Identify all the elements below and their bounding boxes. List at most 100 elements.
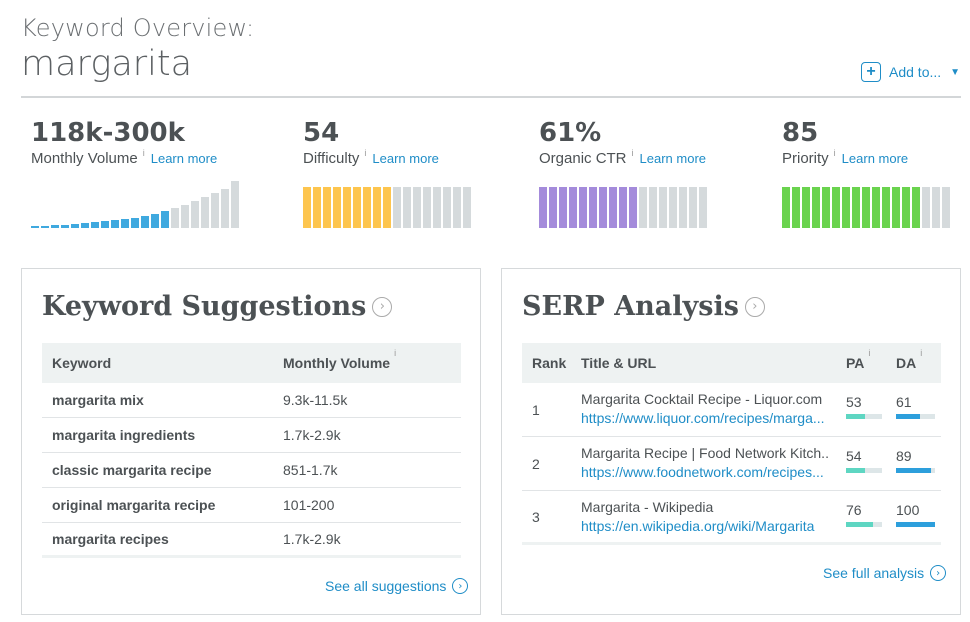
suggestion-row[interactable]: margarita ingredients 1.7k-2.9k <box>42 418 461 453</box>
serp-result-url[interactable]: https://www.foodnetwork.com/recipes... <box>581 464 824 480</box>
meter-segment <box>822 187 830 228</box>
meter-segment <box>782 187 790 228</box>
see-all-suggestions-link[interactable]: See all suggestions › <box>325 578 469 594</box>
meter-segment <box>589 187 597 228</box>
pa-bar-fill <box>846 522 874 527</box>
add-to-label: Add to... <box>889 64 942 80</box>
volume-bar <box>221 189 229 228</box>
da-bar-fill <box>896 522 935 527</box>
col-title-url[interactable]: Title & URL <box>581 355 657 371</box>
meter-segment <box>832 187 840 228</box>
da-bar <box>896 468 935 473</box>
meter-segment <box>373 187 381 228</box>
pa-cell: 53 <box>846 394 882 419</box>
meter-segment <box>569 187 577 228</box>
volume-bar <box>121 219 129 228</box>
serp-rank: 3 <box>532 508 540 525</box>
volume-bar <box>51 225 59 228</box>
col-da[interactable]: DA i <box>896 348 922 371</box>
meter-segment <box>792 187 800 228</box>
suggestion-keyword[interactable]: classic margarita recipe <box>52 462 212 478</box>
meter-segment <box>353 187 361 228</box>
serp-row: 1 Margarita Cocktail Recipe - Liquor.com h… <box>522 383 941 437</box>
learn-more-link[interactable]: Learn more <box>372 151 439 166</box>
metric-value: 61% <box>539 118 602 148</box>
serp-result-url[interactable]: https://en.wikipedia.org/wiki/Margarita <box>581 518 815 534</box>
metric-label: Organic CTR <box>539 150 627 167</box>
suggestion-row[interactable]: margarita mix 9.3k-11.5k <box>42 383 461 418</box>
da-bar <box>896 522 935 527</box>
metric-label: Difficulty <box>303 150 360 167</box>
see-full-label: See full analysis <box>823 565 925 581</box>
chevron-right-icon[interactable]: › <box>744 296 765 317</box>
da-bar-fill <box>896 414 920 419</box>
card-title: Keyword Suggestions › <box>42 291 393 322</box>
col-pa-label: PA <box>846 355 865 371</box>
meter-segment <box>609 187 617 228</box>
serp-result-url[interactable]: https://www.liquor.com/recipes/marga... <box>581 410 825 426</box>
suggestion-volume: 851-1.7k <box>283 462 338 478</box>
serp-result-title[interactable]: Margarita - Wikipedia <box>581 499 714 515</box>
see-full-analysis-link[interactable]: See full analysis › <box>823 565 947 581</box>
info-icon[interactable]: i <box>394 348 397 358</box>
serp-result-title[interactable]: Margarita Cocktail Recipe - Liquor.com <box>581 391 823 407</box>
suggestion-keyword[interactable]: margarita recipes <box>52 531 169 547</box>
meter-segment <box>892 187 900 228</box>
col-keyword[interactable]: Keyword <box>52 355 112 371</box>
suggestion-keyword[interactable]: original margarita recipe <box>52 497 216 513</box>
suggestion-volume: 101-200 <box>283 497 335 513</box>
info-icon[interactable]: i <box>920 348 923 358</box>
volume-bar <box>131 218 139 228</box>
suggestion-row[interactable]: classic margarita recipe 851-1.7k <box>42 453 461 488</box>
col-pa[interactable]: PA i <box>846 348 870 371</box>
col-da-label: DA <box>896 355 917 371</box>
header-divider <box>21 96 961 98</box>
da-bar-fill <box>896 468 931 473</box>
page-subtitle: Keyword Overview: <box>21 14 255 42</box>
meter-segment <box>363 187 371 228</box>
suggestion-keyword[interactable]: margarita mix <box>52 392 144 408</box>
meter-segment <box>872 187 880 228</box>
learn-more-link[interactable]: Learn more <box>150 151 218 166</box>
da-cell: 100 <box>896 502 935 527</box>
suggestion-row[interactable]: margarita recipes 1.7k-2.9k <box>42 523 461 558</box>
da-bar <box>896 414 935 419</box>
volume-bar <box>71 224 79 228</box>
info-icon[interactable]: i <box>868 348 871 358</box>
volume-bar <box>61 225 69 228</box>
learn-more-link[interactable]: Learn more <box>639 151 707 166</box>
meter-segment <box>323 187 331 228</box>
metric-label: Monthly Volume <box>31 150 138 167</box>
meter-segment <box>699 187 707 228</box>
serp-analysis-card: SERP Analysis › Rank Title & URL PA i DA… <box>501 268 961 615</box>
metric-monthly-volume: 118k-300k Monthly Volume i Learn more <box>31 118 217 167</box>
info-icon[interactable]: i <box>833 148 836 158</box>
col-monthly-volume[interactable]: Monthly Volume i <box>283 348 396 371</box>
volume-bar <box>101 221 109 228</box>
volume-bar <box>211 193 219 228</box>
meter-segment <box>423 187 431 228</box>
serp-rank: 1 <box>532 401 540 418</box>
chevron-right-icon[interactable]: › <box>372 296 393 317</box>
caret-down-icon: ▼ <box>950 66 961 78</box>
volume-bar <box>201 197 209 228</box>
add-to-button[interactable]: + Add to... ▼ <box>861 62 960 82</box>
volume-bar <box>81 223 89 228</box>
pa-value: 53 <box>846 394 862 410</box>
suggestion-keyword[interactable]: margarita ingredients <box>52 427 196 443</box>
serp-result-title[interactable]: Margarita Recipe | Food Network Kitch... <box>581 445 829 461</box>
info-icon[interactable]: i <box>631 148 634 158</box>
col-rank[interactable]: Rank <box>532 355 567 371</box>
meter-segment <box>862 187 870 228</box>
learn-more-link[interactable]: Learn more <box>841 151 909 166</box>
volume-bar <box>191 201 199 228</box>
volume-bar <box>181 205 189 228</box>
difficulty-meter <box>303 187 473 228</box>
info-icon[interactable]: i <box>364 148 367 158</box>
card-title: SERP Analysis › <box>522 291 765 322</box>
suggestion-row[interactable]: original margarita recipe 101-200 <box>42 488 461 523</box>
meter-segment <box>689 187 697 228</box>
metric-difficulty: 54 Difficulty i Learn more <box>303 118 439 167</box>
card-title-text: Keyword Suggestions <box>42 291 367 322</box>
info-icon[interactable]: i <box>142 148 145 158</box>
